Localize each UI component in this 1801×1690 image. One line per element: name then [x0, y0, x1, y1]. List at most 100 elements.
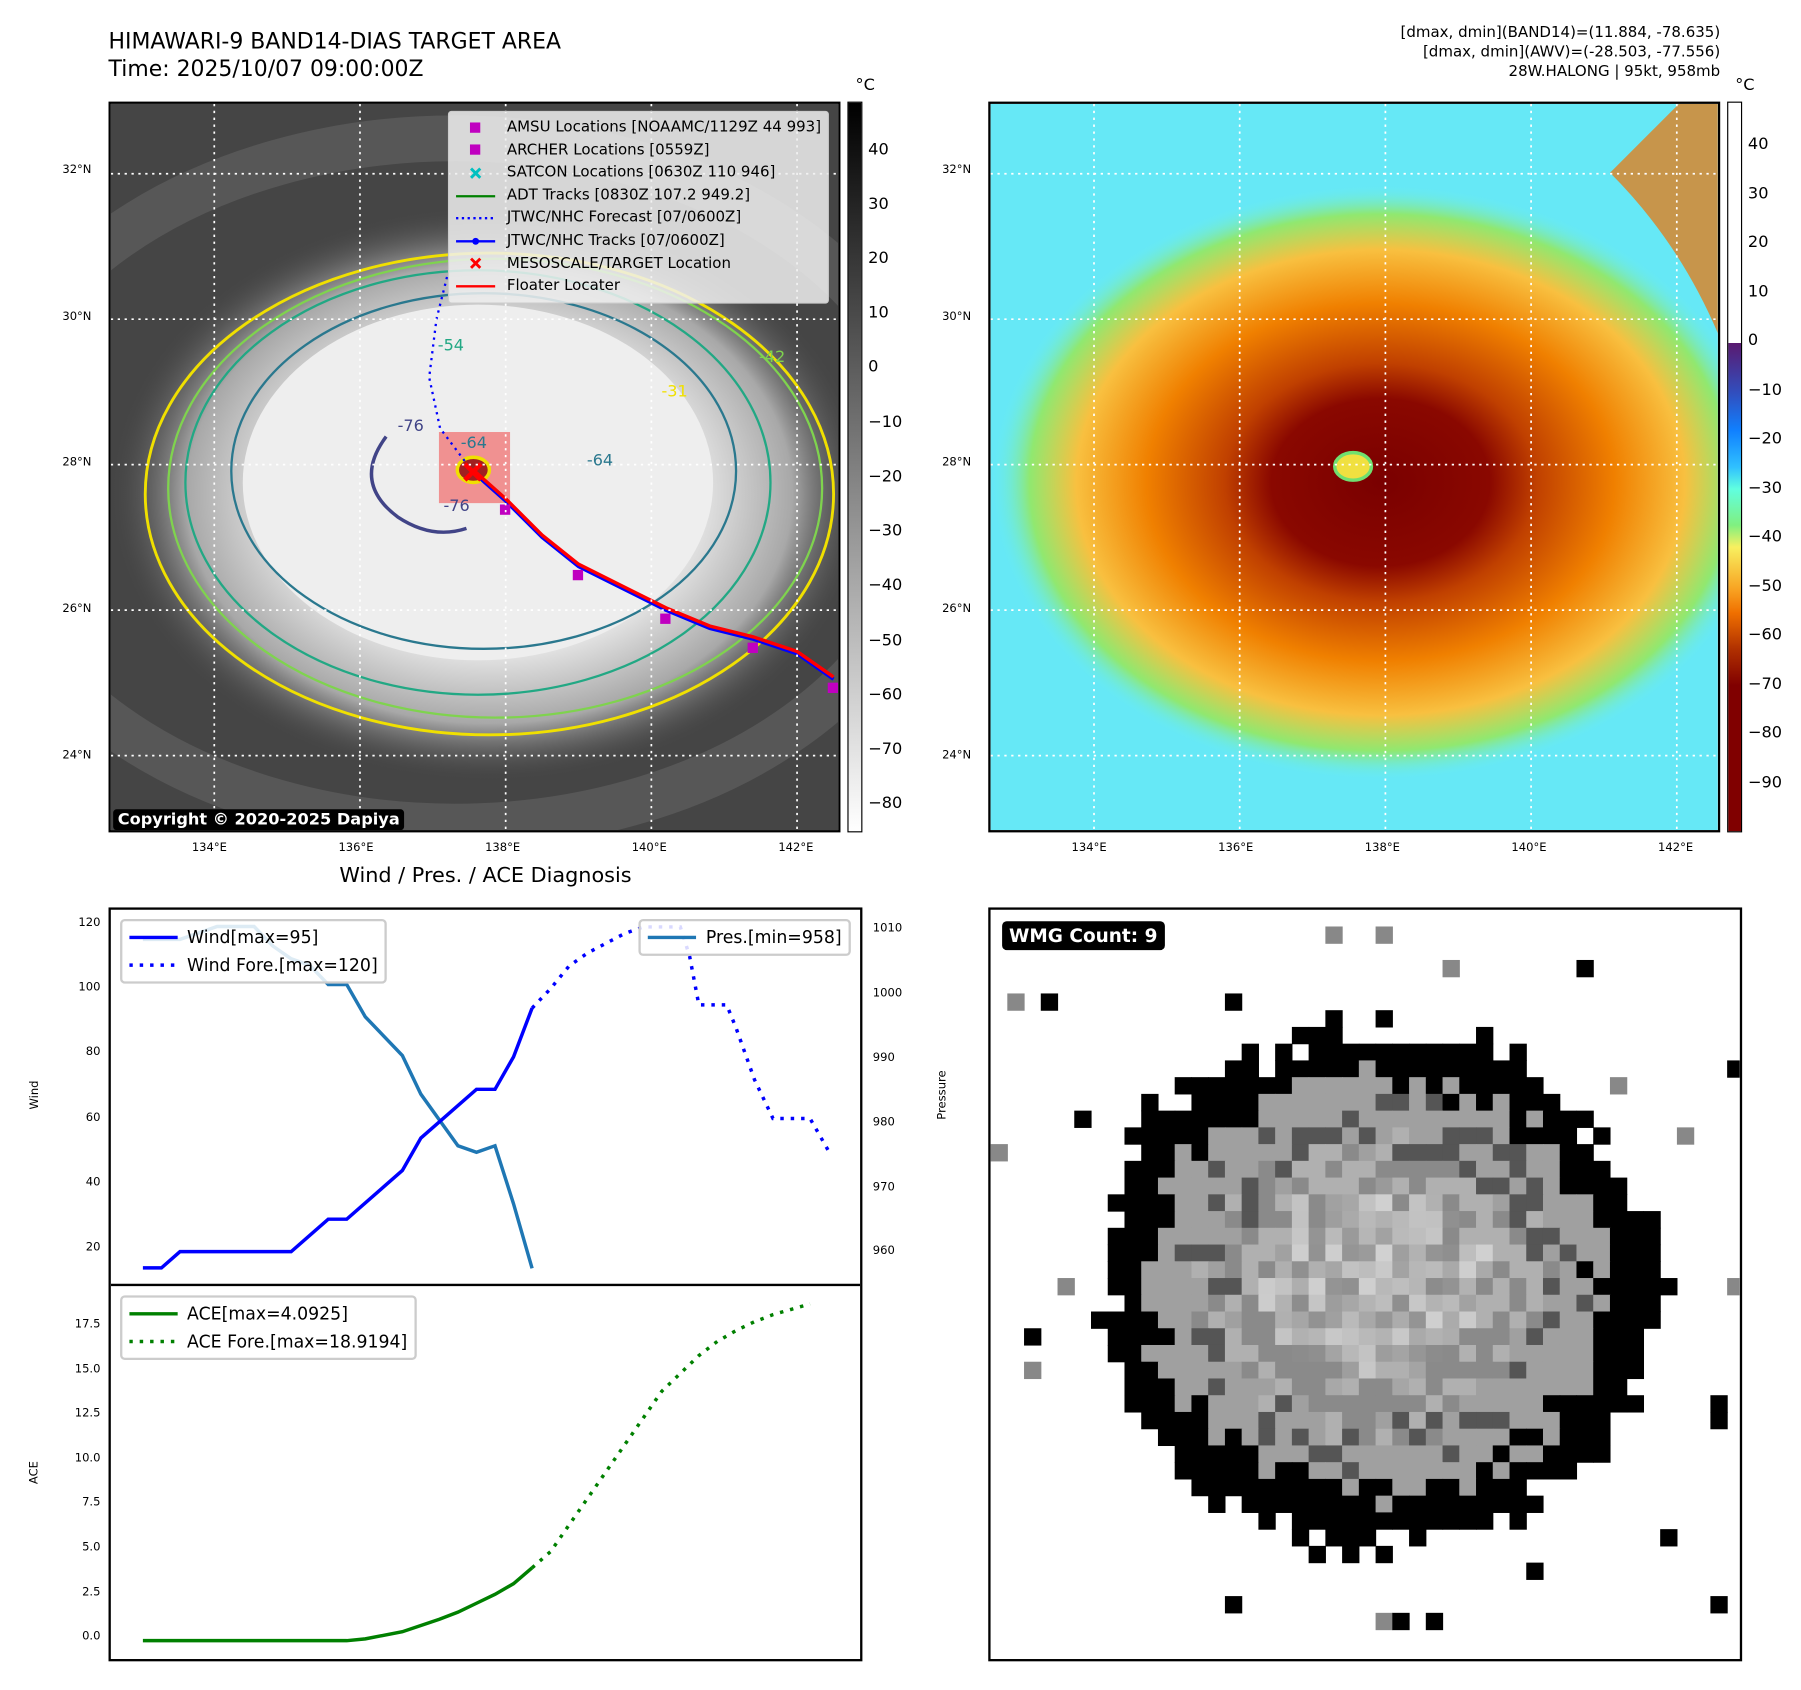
wmg-cell: [1258, 1177, 1276, 1195]
wmg-cell: [1141, 1244, 1159, 1262]
stats-band14: [dmax, dmin](BAND14)=(11.884, -78.635): [1400, 24, 1721, 42]
wmg-cell: [1542, 1428, 1561, 1447]
lat-label: 28°N: [942, 456, 972, 470]
legend-label: ADT Tracks [0830Z 107.2 949.2]: [506, 186, 751, 205]
wmg-cell: [1325, 1294, 1343, 1313]
wmg-cell: [1308, 1445, 1326, 1463]
wmg-cell: [1342, 1077, 1360, 1095]
wmg-cell: [1459, 1060, 1477, 1078]
wmg-cell: [1375, 1244, 1393, 1262]
wmg-cell: [1643, 1244, 1661, 1262]
wmg-cell: [1241, 1328, 1259, 1346]
wmg-cell: [1174, 1244, 1193, 1262]
wmg-cell: [1442, 1278, 1460, 1296]
wmg-cell: [1157, 1160, 1176, 1179]
lon-label: 136°E: [1218, 841, 1254, 855]
pressure-tick: 980: [872, 1116, 895, 1129]
colorbar-tick: 30: [1747, 184, 1769, 203]
wmg-cell: [1275, 1244, 1293, 1262]
wmg-cell: [1442, 1160, 1460, 1179]
wmg-cell: [1174, 1445, 1193, 1463]
wmg-cell: [1492, 1244, 1511, 1262]
wmg-cell: [1342, 1261, 1360, 1279]
wmg-cell: [1660, 1529, 1678, 1547]
wmg-cell: [1526, 1244, 1544, 1262]
wmg-cell: [1291, 1160, 1310, 1179]
wmg-cell: [1325, 1462, 1343, 1480]
wmg-cell: [1091, 1311, 1109, 1329]
wmg-cell: [1626, 1344, 1645, 1363]
wmg-cell: [1727, 1278, 1740, 1296]
wmg-cell: [1174, 1160, 1193, 1179]
wmg-cell: [1409, 1361, 1427, 1380]
wmg-cell: [1409, 1378, 1427, 1396]
wmg-cell: [1124, 1244, 1142, 1262]
wmg-cell: [1509, 1261, 1527, 1279]
wmg-cell: [1392, 1478, 1410, 1497]
ir-map-panel: -76 -76 -64 -64 -54 -42 -31 AMSU Locations [NO…: [108, 101, 841, 833]
wmg-cell: [1258, 1395, 1276, 1413]
wmg-cell: [1358, 1344, 1377, 1363]
wmg-cell: [1258, 1294, 1276, 1313]
wmg-cell: [1157, 1194, 1176, 1212]
wmg-cell: [1375, 1177, 1393, 1195]
wmg-cell: [1308, 1127, 1326, 1145]
wmg-cell: [1358, 1227, 1377, 1246]
wmg-cell: [1291, 1328, 1310, 1346]
wmg-cell: [1576, 1378, 1594, 1396]
wmg-count-label: WMG Count: 9: [1002, 921, 1165, 951]
wind-tick: 40: [85, 1176, 101, 1190]
wmg-cell: [1392, 1311, 1410, 1329]
wmg-cell: [1375, 1462, 1393, 1480]
colorbar-tick: −10: [868, 412, 903, 432]
wmg-cell: [1425, 1227, 1444, 1246]
wmg-cell: [1375, 1278, 1393, 1296]
wmg-cell: [1542, 1194, 1561, 1212]
wmg-cell: [1476, 1194, 1494, 1212]
wmg-cell: [1492, 1378, 1511, 1396]
wmg-cell: [1392, 1428, 1410, 1447]
wmg-cell: [1425, 1512, 1444, 1530]
wmg-cell: [1358, 1378, 1377, 1396]
wmg-cell: [1542, 1093, 1561, 1112]
wmg-cell: [1107, 1194, 1126, 1212]
x-marker-icon: [456, 167, 495, 179]
wmg-cell: [1476, 1512, 1494, 1530]
wmg-cell: [1107, 1344, 1126, 1363]
wmg-cell: [1476, 1177, 1494, 1195]
wmg-cell: [1275, 1311, 1293, 1329]
wmg-cell: [1275, 1478, 1293, 1497]
wmg-cell: [1409, 1411, 1427, 1430]
wmg-cell: [1459, 1077, 1477, 1095]
wmg-cell: [1325, 1344, 1343, 1363]
wmg-cell: [1325, 1060, 1343, 1078]
wmg-cell: [1409, 1160, 1427, 1179]
lon-label: 134°E: [1071, 841, 1107, 855]
wmg-cell: [1291, 1495, 1310, 1513]
wmg-cell: [1609, 1077, 1628, 1095]
wmg-cell: [1241, 1428, 1259, 1447]
pressure-axis-label: Pressure: [936, 1070, 949, 1120]
wmg-cell: [1291, 1395, 1310, 1413]
wmg-cell: [1442, 1378, 1460, 1396]
wmg-cell: [1342, 1043, 1360, 1061]
wmg-cell: [1208, 1093, 1226, 1112]
wmg-cell: [1375, 1294, 1393, 1313]
wmg-cell: [1325, 1478, 1343, 1497]
contour-label: -64: [461, 433, 487, 452]
lon-label: 142°E: [778, 841, 814, 855]
wmg-cell: [1509, 1077, 1527, 1095]
colorbar-tick: 10: [868, 303, 889, 323]
wmg-cell: [1459, 1093, 1477, 1112]
wmg-cell: [1241, 1227, 1259, 1246]
wmg-cell: [1576, 1361, 1594, 1380]
wmg-cell: [1576, 1144, 1594, 1162]
wmg-cell: [1191, 1211, 1209, 1229]
legend-item: ARCHER Locations [0559Z]: [456, 139, 821, 162]
wmg-cell: [1258, 1144, 1276, 1162]
wmg-cell: [1409, 1328, 1427, 1346]
wmg-cell: [1007, 993, 1025, 1011]
wmg-cell: [1241, 1495, 1259, 1513]
wmg-cell: [1157, 1127, 1176, 1145]
wmg-cell: [1559, 1428, 1578, 1447]
